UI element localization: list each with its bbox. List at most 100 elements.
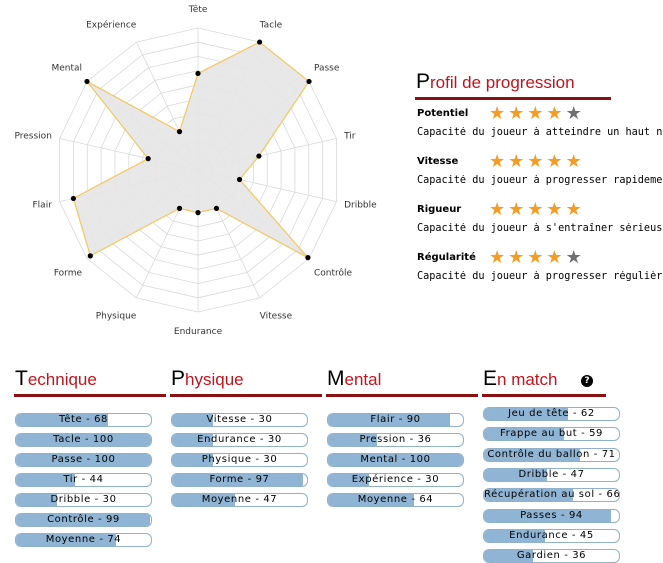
stat-bar-label: Physique - 30 [201,454,278,465]
stat-bar-label: Contrôle du ballon - 71 [487,448,616,460]
section-rule-2 [326,394,478,397]
radar-point [306,78,312,85]
star-filled-icon: ★ [565,151,585,172]
radar-axis-label: Mental [51,64,82,74]
stat-bar-fill [16,434,151,446]
radar-axis-label: Contrôle [314,267,353,278]
stat-bar: Contrôle - 99 [15,513,152,527]
stat-bar-fill [484,408,568,420]
stat-bar: Contrôle du ballon - 71 [483,447,620,462]
star-filled-icon: ★ [508,151,528,172]
question-icon[interactable]: ? [581,375,593,387]
stat-bar-label: Tacle - 100 [53,434,114,445]
stat-bar: Tir - 44 [15,473,152,487]
stat-bar-label: Moyenne - 64 [357,494,434,505]
trait-name: Rigueur [417,204,462,215]
star-empty-icon: ★ [565,103,585,124]
radar-axis-label: Endurance [174,327,223,337]
star-filled-icon: ★ [489,199,509,220]
stat-bar: Récupération au sol - 66 [483,488,620,503]
stat-bar-label: Mental - 100 [360,454,431,465]
section-title-1: Physique [171,367,244,390]
stat-bar-fill [328,454,463,466]
stat-bar-fill [16,474,76,486]
stat-bar-label: Tête - 68 [58,414,109,425]
trait-name: Régularité [417,252,476,263]
radar-axis-label: Physique [96,312,137,322]
radar-point [70,195,77,202]
stat-bar-label: Tir - 44 [63,474,104,485]
stat-bar: Endurance - 30 [171,433,308,447]
radar-axis-label: Dribble [344,201,377,211]
stat-bar-fill [328,474,369,486]
radar-point [256,153,262,159]
stat-bar-fill [484,509,611,522]
stat-bar-label: Endurance - 45 [509,529,594,541]
stat-bar-label: Contrôle - 99 [47,514,120,525]
stat-bar-fill [16,514,150,526]
section-rule-0 [14,394,166,397]
stat-bar-label: Passes - 94 [520,509,583,521]
stat-bar-fill [484,468,548,481]
stat-bar: Expérience - 30 [327,473,464,487]
stat-bar-fill [172,434,213,446]
trait-name: Vitesse [417,156,459,167]
trait-description: Capacité du joueur à s'entraîner sérieus… [417,223,663,234]
profile-title: Profil de progression [416,70,575,93]
radar-point [257,39,263,45]
stat-bar: Tacle - 100 [15,433,152,447]
stat-bar: Vitesse - 30 [171,413,308,427]
radar-point [84,78,90,85]
star-filled-icon: ★ [527,247,547,268]
stat-bar-label: Endurance - 30 [197,434,282,445]
stat-bar-label: Moyenne - 74 [45,534,122,545]
star-filled-icon: ★ [508,199,528,220]
star-filled-icon: ★ [489,103,509,124]
stat-bar-fill [172,494,236,506]
stat-bar: Pression - 36 [327,433,464,447]
stat-bar-label: Flair - 90 [370,414,421,425]
stat-bar-fill [16,454,151,466]
radar-chart: Tête Tacle Passe Tir Dribble Contrôle Vitesse E… [15,4,378,337]
stat-bar-label: Dribble - 47 [518,468,585,480]
radar-point [195,210,201,216]
radar-point [195,70,201,77]
stat-bar-fill [328,414,450,426]
stat-bar: Flair - 90 [327,413,464,427]
star-filled-icon: ★ [546,247,566,268]
radar-axis-label: Vitesse [260,312,293,322]
stat-bar-fill [484,428,564,441]
stat-bar-fill [16,534,116,546]
stat-bar-label: Expérience - 30 [351,474,440,485]
stat-bar-label: Dribble - 30 [50,494,117,505]
star-rating: ★★★★★ [489,200,585,220]
stat-bar-fill [484,529,545,542]
trait-description: Capacité du joueur à progresser régulièr… [417,271,663,282]
stat-bar-fill [328,494,415,506]
stat-bar: Tête - 68 [15,413,152,427]
stat-bar-label: Récupération au sol - 66 [484,489,620,501]
stat-bar-label: Moyenne - 47 [201,494,278,505]
stat-bar-fill [16,414,108,426]
stat-bar: Gardien - 36 [483,549,620,563]
radar-axis-label: Tir [343,131,356,141]
star-empty-icon: ★ [565,247,585,268]
radar-point [145,156,151,162]
stat-bar-label: Vitesse - 30 [206,414,273,425]
stat-bar-label: Jeu de tête - 62 [508,408,595,419]
star-filled-icon: ★ [546,199,566,220]
stat-bar-fill [328,434,377,446]
radar-axis-label: Forme [54,268,83,278]
star-filled-icon: ★ [508,103,528,124]
radar-axis-label: Expérience [86,19,137,30]
trait-description: Capacité du joueur à atteindre un haut n… [417,127,663,138]
stat-bar-label: Forme - 97 [209,474,270,485]
star-filled-icon: ★ [527,151,547,172]
stat-bar-fill [172,454,213,466]
stat-bar: Endurance - 45 [483,528,620,543]
stat-bar-fill [172,474,303,486]
stat-bar-label: Passe - 100 [51,454,116,465]
star-rating: ★★★★★ [489,152,585,172]
stat-bar: Forme - 97 [171,473,308,487]
stat-bar: Frappe au but - 59 [483,427,620,442]
